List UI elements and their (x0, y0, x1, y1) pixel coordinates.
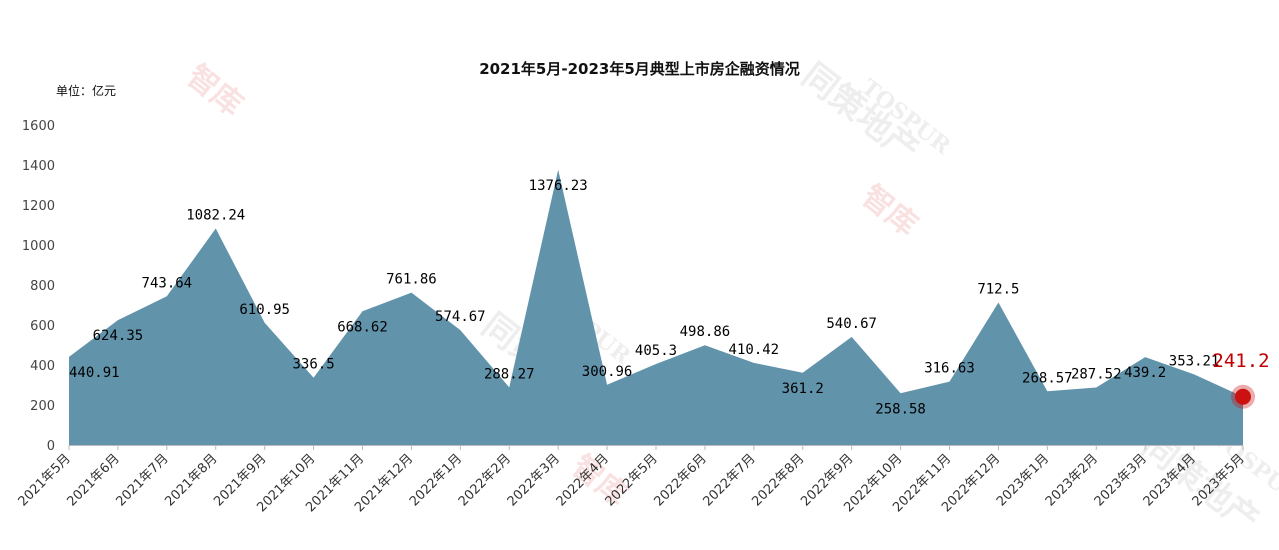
area-series (69, 169, 1243, 445)
watermark-text: 智库 (180, 59, 249, 124)
y-tick-label: 1600 (22, 119, 55, 134)
data-label: 316.63 (924, 361, 975, 377)
data-label: 440.91 (69, 365, 120, 381)
data-label: 268.57 (1022, 370, 1073, 386)
y-tick-label: 1200 (22, 199, 55, 214)
data-label: 405.3 (635, 343, 677, 359)
data-label: 258.58 (875, 401, 926, 417)
data-label: 1082.24 (186, 208, 245, 224)
data-label: 361.2 (782, 381, 824, 397)
y-tick-label: 600 (30, 319, 55, 334)
data-label: 668.62 (337, 319, 388, 335)
data-label: 353.21 (1169, 353, 1220, 369)
data-label: 712.5 (977, 282, 1019, 298)
data-label: 743.64 (142, 275, 193, 291)
data-label: 300.96 (582, 364, 633, 380)
data-label: 288.27 (484, 366, 535, 382)
data-label: 624.35 (93, 328, 144, 344)
y-tick-label: 800 (30, 279, 55, 294)
data-label: 610.95 (239, 302, 290, 318)
data-label: 336.5 (293, 357, 335, 373)
chart-title: 2021年5月-2023年5月典型上市房企融资情况 (479, 60, 800, 78)
y-tick-label: 1000 (22, 239, 55, 254)
highlight-marker (1235, 388, 1251, 405)
data-label: 761.86 (386, 272, 437, 288)
data-label: 540.67 (826, 316, 877, 332)
y-tick-label: 1400 (22, 159, 55, 174)
data-label: 287.52 (1071, 366, 1122, 382)
y-tick-label: 400 (30, 359, 55, 374)
data-label: 498.86 (680, 324, 731, 340)
data-label: 410.42 (729, 342, 780, 358)
watermark-text: 智库 (855, 179, 924, 244)
data-label: 439.2 (1124, 365, 1166, 381)
data-label: 1376.23 (529, 178, 588, 194)
y-tick-label: 0 (47, 439, 55, 454)
unit-label: 单位：亿元 (56, 84, 117, 98)
data-label: 241.2 (1212, 350, 1269, 372)
y-tick-label: 200 (30, 399, 55, 414)
data-label: 574.67 (435, 309, 486, 325)
